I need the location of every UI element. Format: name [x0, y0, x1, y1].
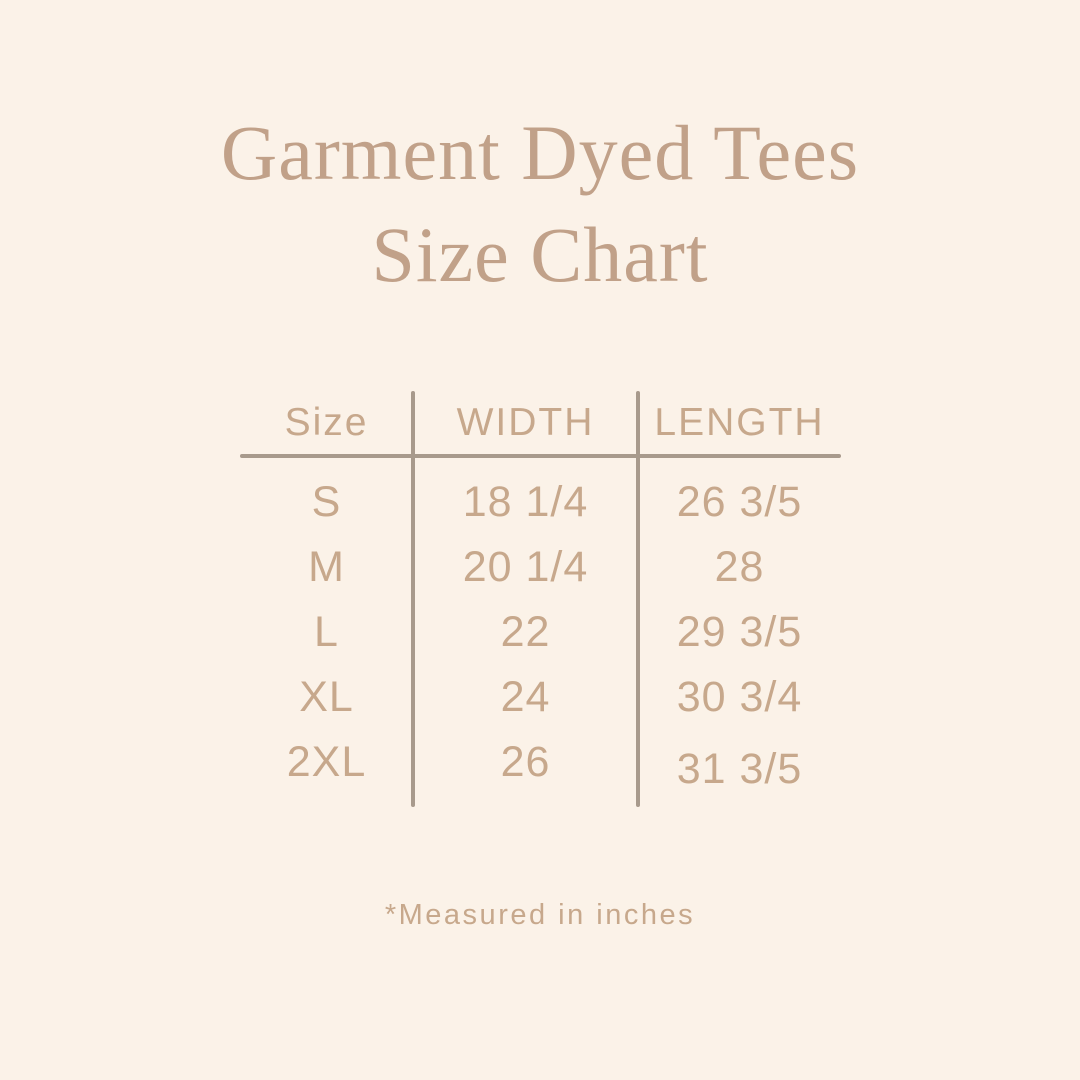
size-cell: 2XL — [286, 738, 367, 786]
size-cell: S — [311, 478, 342, 526]
header-length-label: LENGTH — [654, 400, 825, 444]
length-cell: 31 3/5 — [676, 745, 803, 793]
footnote: *Measured in inches — [384, 899, 696, 931]
width-cell: 24 — [500, 673, 551, 721]
size-cell: M — [308, 543, 345, 591]
column-divider-2 — [636, 391, 640, 807]
size-chart-table: Size WIDTH LENGTH S 18 1/4 26 3/5 M 20 1… — [240, 390, 841, 807]
width-cell: 18 1/4 — [462, 478, 589, 526]
header-size-label: Size — [284, 400, 369, 444]
title-line-1: Garment Dyed Tees — [220, 109, 860, 196]
table-row: XL 24 30 3/4 — [240, 665, 841, 730]
length-cell: 28 — [714, 543, 765, 591]
column-divider-1 — [411, 391, 415, 807]
length-cell: 26 3/5 — [676, 478, 803, 526]
size-cell: XL — [299, 673, 354, 721]
table-body: S 18 1/4 26 3/5 M 20 1/4 28 L 22 29 3/5 … — [240, 470, 841, 795]
table-row: S 18 1/4 26 3/5 — [240, 470, 841, 535]
length-cell: 30 3/4 — [676, 673, 803, 721]
title-line-2: Size Chart — [371, 211, 709, 298]
header-rule — [240, 454, 841, 458]
table-row: 2XL 26 31 3/5 — [240, 730, 841, 795]
width-cell: 26 — [500, 738, 551, 786]
table-row: L 22 29 3/5 — [240, 600, 841, 665]
chart-title: Garment Dyed Tees Size Chart — [0, 102, 1080, 306]
header-width-label: WIDTH — [456, 400, 595, 444]
table-row: M 20 1/4 28 — [240, 535, 841, 600]
header-row: Size WIDTH LENGTH — [240, 390, 841, 455]
width-cell: 22 — [500, 608, 551, 656]
size-cell: L — [314, 608, 339, 656]
width-cell: 20 1/4 — [462, 543, 589, 591]
length-cell: 29 3/5 — [676, 608, 803, 656]
